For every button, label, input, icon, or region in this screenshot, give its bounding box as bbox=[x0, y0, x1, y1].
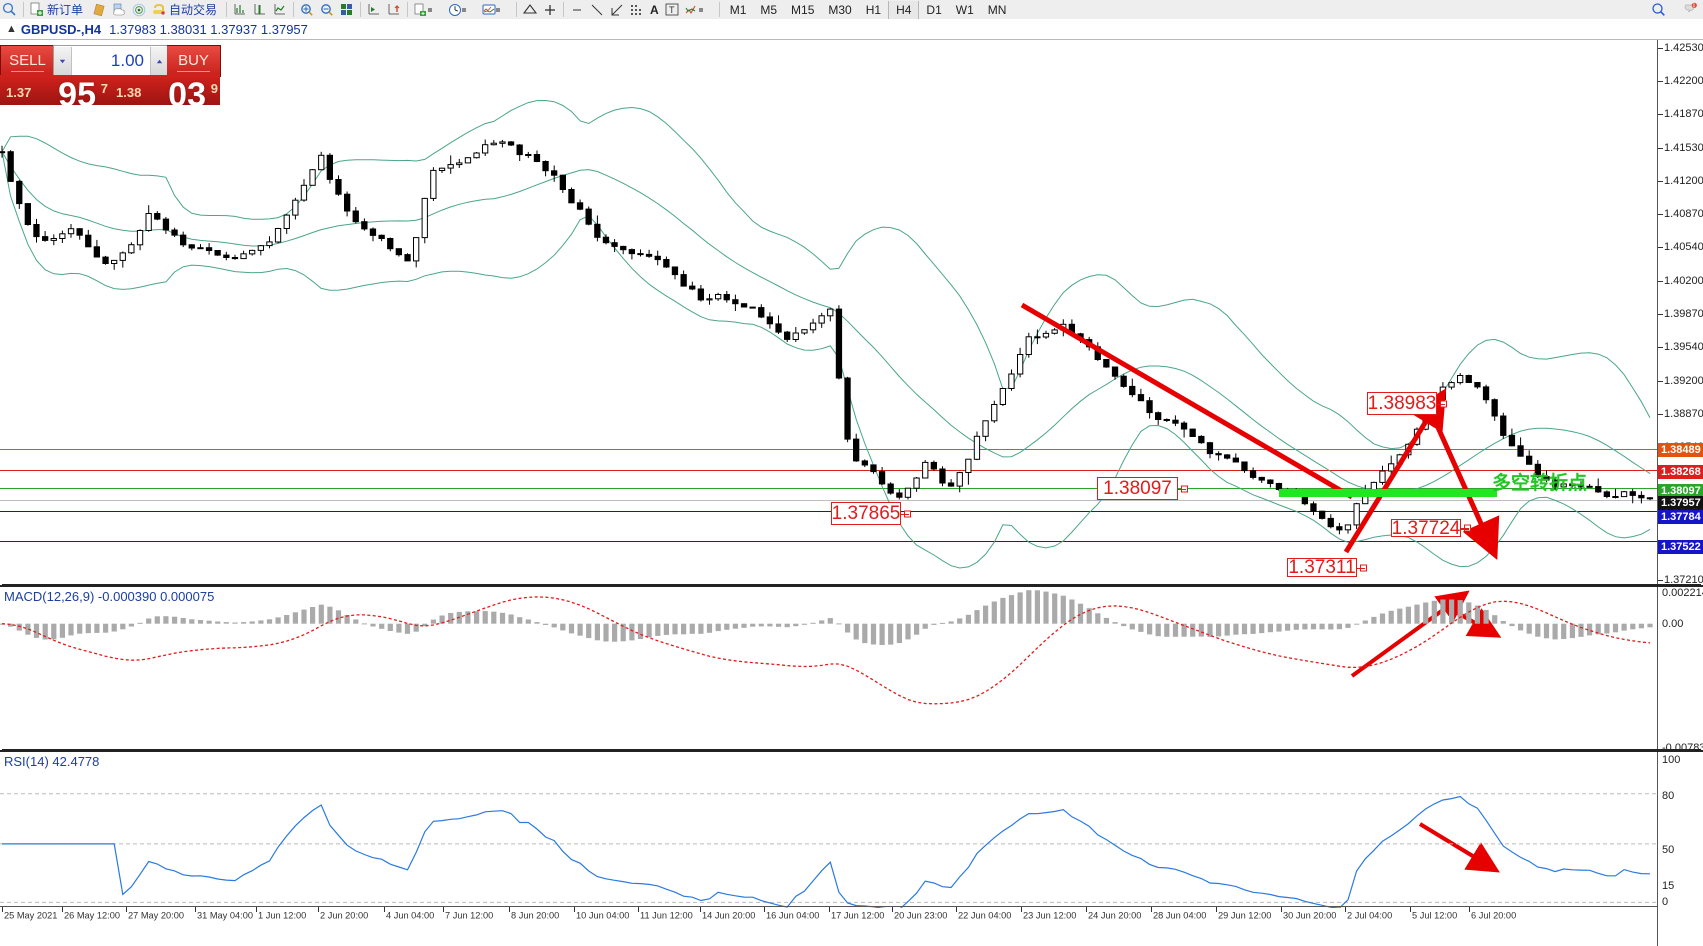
svg-text:T: T bbox=[669, 5, 675, 15]
